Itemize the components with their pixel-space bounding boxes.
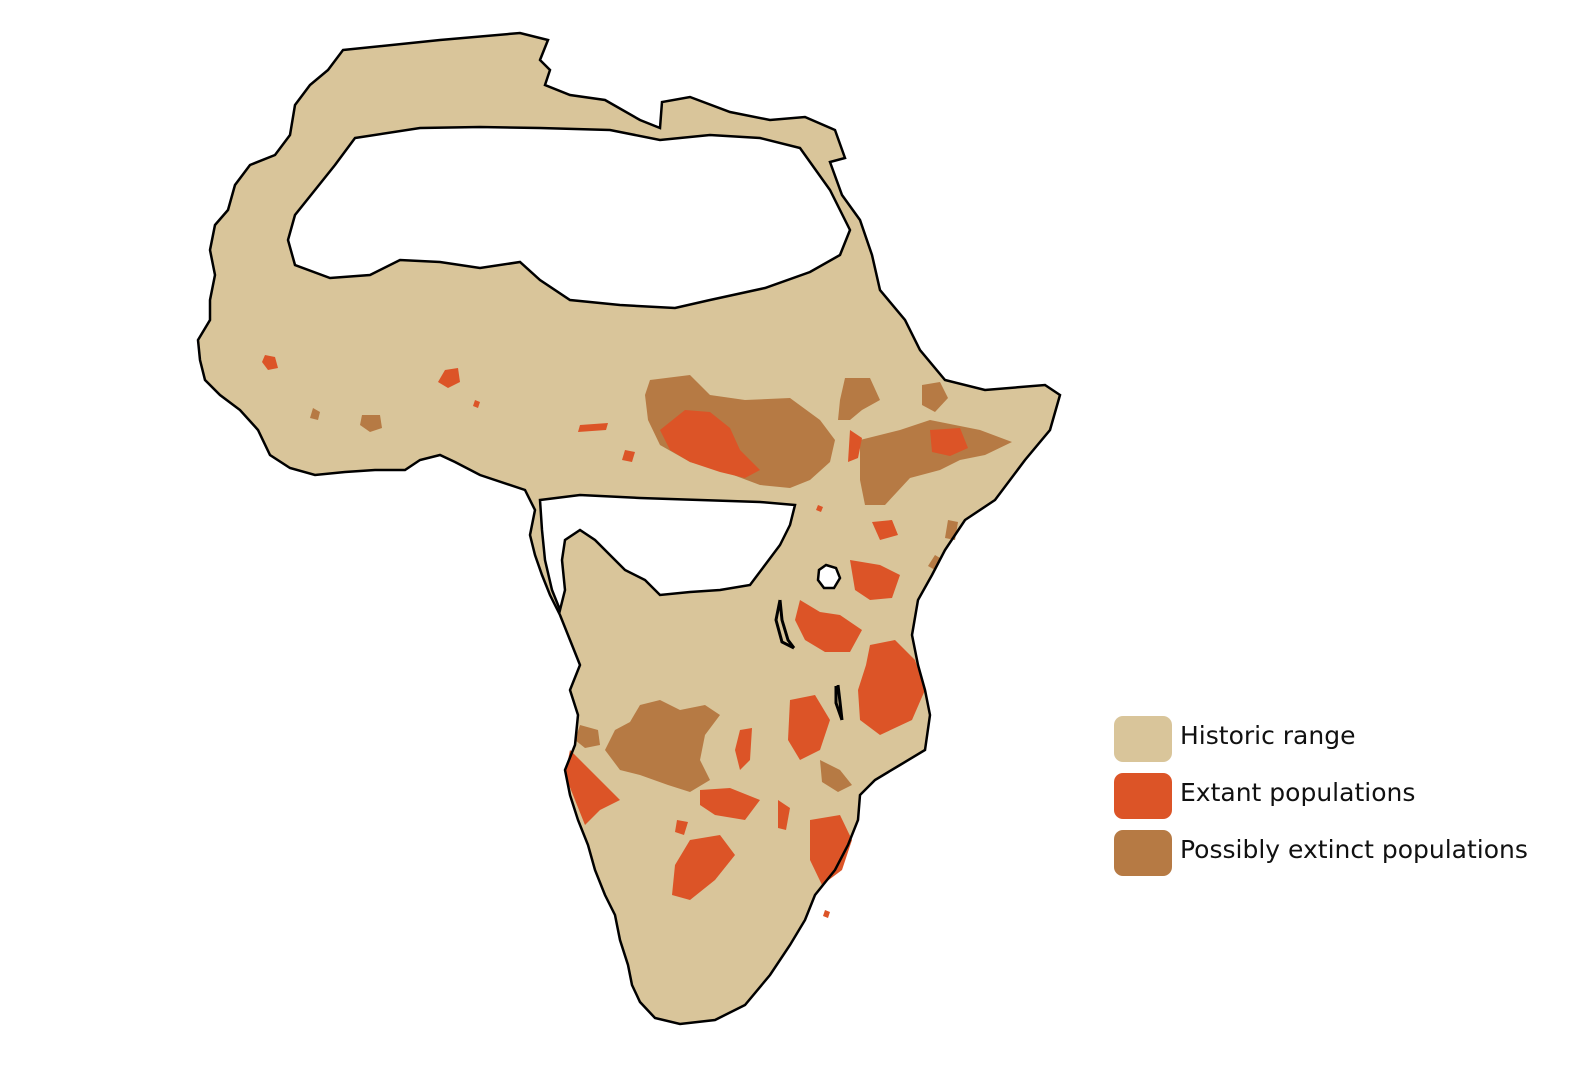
extant-populations-swatch [1114,773,1172,819]
historic-range-label: Historic range [1180,721,1356,750]
extant-areas [262,355,968,918]
lake-malawi [834,684,844,721]
lake-victoria [816,563,842,590]
africa-outline [196,31,1062,1026]
possibly-extinct-populations-swatch [1114,830,1172,876]
lake-tanganyika [774,599,796,650]
possibly-extinct-populations-label: Possibly extinct populations [1180,835,1528,864]
rainforest-gap [538,493,797,615]
historic-range-swatch [1114,716,1172,762]
sahara-gap [286,125,852,310]
extant-populations-label: Extant populations [1180,778,1416,807]
